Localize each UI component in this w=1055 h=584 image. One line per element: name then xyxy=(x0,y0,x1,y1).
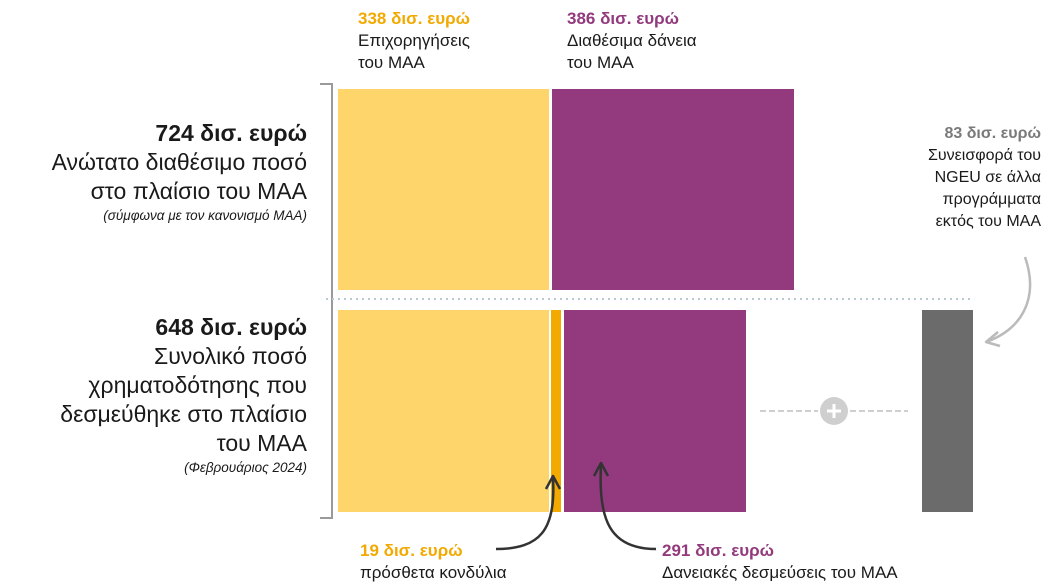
plus-icon xyxy=(820,397,848,425)
left-bottom-line2: χρηματοδότησης που xyxy=(88,372,307,398)
top-grants-line1: Επιχορηγήσεις xyxy=(358,31,470,50)
bar-additional-funds xyxy=(551,310,561,512)
ngeu-amount: 83 δισ. ευρώ xyxy=(944,125,1041,142)
left-bottom-amount: 648 δισ. ευρώ xyxy=(155,314,307,340)
bar-loans-available xyxy=(552,89,794,290)
top-loans-label: 386 δισ. ευρώ Διαθέσιμα δάνεια του ΜΑΑ xyxy=(567,8,697,74)
left-bottom-line3: δεσμεύθηκε στο πλαίσιο xyxy=(60,401,307,427)
bottom-loans-amount: 291 δισ. ευρώ xyxy=(662,541,775,560)
left-top-label: 724 δισ. ευρώ Ανώτατο διαθέσιμο ποσό στο… xyxy=(52,118,307,226)
top-grants-label: 338 δισ. ευρώ Επιχορηγήσεις του ΜΑΑ xyxy=(358,8,470,74)
bar-ngeu xyxy=(922,310,973,512)
ngeu-label: 83 δισ. ευρώ Συνεισφορά του NGEU σε άλλα… xyxy=(851,123,1041,233)
ngeu-line4: εκτός του ΜΑΑ xyxy=(935,213,1041,230)
bottom-additional-amount: 19 δισ. ευρώ xyxy=(360,541,463,560)
loans-committed-arrow xyxy=(592,461,657,551)
top-grants-line2: του ΜΑΑ xyxy=(358,53,425,72)
top-grants-amount: 338 δισ. ευρώ xyxy=(358,9,471,28)
bottom-loans-desc: Δανειακές δεσμεύσεις του ΜΑΑ xyxy=(662,563,898,582)
left-top-line2: στο πλαίσιο του ΜΑΑ xyxy=(90,178,307,204)
bar-grants-available xyxy=(338,89,549,290)
left-bracket xyxy=(320,83,333,519)
top-loans-amount: 386 δισ. ευρώ xyxy=(567,9,680,28)
bottom-loans-label: 291 δισ. ευρώ Δανειακές δεσμεύσεις του Μ… xyxy=(662,540,898,584)
ngeu-arrow xyxy=(984,256,1032,348)
bar-grants-committed xyxy=(338,310,549,512)
left-top-note: (σύμφωνα με τον κανονισμό ΜΑΑ) xyxy=(103,208,307,223)
additional-arrow xyxy=(495,474,562,551)
left-bottom-line4: του ΜΑΑ xyxy=(216,430,307,456)
ngeu-line1: Συνεισφορά του xyxy=(927,147,1041,164)
bottom-additional-desc: πρόσθετα κονδύλια xyxy=(360,563,507,582)
left-top-line1: Ανώτατο διαθέσιμο ποσό xyxy=(51,149,307,175)
left-bottom-line1: Συνολικό ποσό xyxy=(154,343,307,369)
left-top-amount: 724 δισ. ευρώ xyxy=(155,120,307,146)
left-bottom-label: 648 δισ. ευρώ Συνολικό ποσό χρηματοδότησ… xyxy=(60,312,307,478)
bar-loans-committed xyxy=(564,310,746,512)
ngeu-line3: προγράμματα xyxy=(942,191,1041,208)
bottom-additional-label: 19 δισ. ευρώ πρόσθετα κονδύλια xyxy=(360,540,507,584)
left-bottom-note: (Φεβρουάριος 2024) xyxy=(184,460,307,475)
top-loans-line1: Διαθέσιμα δάνεια xyxy=(567,31,697,50)
ngeu-line2: NGEU σε άλλα xyxy=(934,169,1041,186)
top-loans-line2: του ΜΑΑ xyxy=(567,53,634,72)
